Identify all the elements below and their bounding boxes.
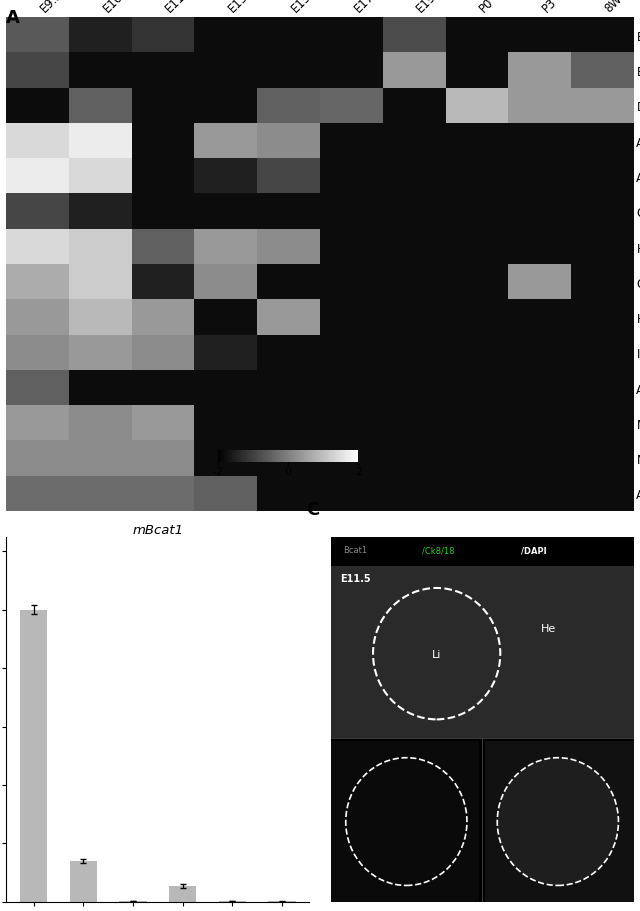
- Bar: [331, 537, 634, 567]
- Text: /Ck8/18: /Ck8/18: [422, 546, 454, 555]
- Text: C: C: [307, 501, 319, 518]
- Text: E11.5: E11.5: [340, 574, 371, 584]
- Text: A: A: [6, 9, 20, 26]
- Text: Bcat1: Bcat1: [343, 546, 367, 555]
- Bar: [485, 742, 634, 902]
- Bar: [331, 567, 634, 738]
- Title: mBcat1: mBcat1: [132, 523, 184, 536]
- Text: Li: Li: [432, 649, 442, 659]
- Bar: [169, 885, 196, 902]
- Ellipse shape: [497, 758, 618, 885]
- Bar: [20, 610, 47, 902]
- Bar: [70, 861, 97, 902]
- Text: He: He: [541, 623, 556, 633]
- Bar: [331, 742, 479, 902]
- Text: /DAPI: /DAPI: [522, 546, 547, 555]
